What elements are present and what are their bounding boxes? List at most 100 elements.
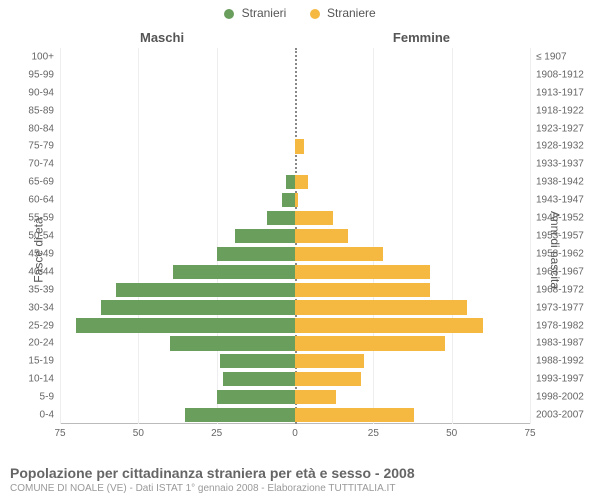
bar-female (295, 354, 364, 368)
age-row: 100+≤ 1907 (60, 48, 530, 66)
bar-male (282, 193, 295, 207)
birth-year-label: 1998-2002 (536, 392, 584, 403)
bar-female (295, 408, 414, 422)
age-row: 60-641943-1947 (60, 191, 530, 209)
age-row: 85-891918-1922 (60, 102, 530, 120)
age-label: 55-59 (28, 213, 54, 224)
bar-female (295, 283, 430, 297)
birth-year-label: 1973-1977 (536, 302, 584, 313)
x-tick-label: 25 (211, 428, 222, 439)
age-row: 70-741933-1937 (60, 155, 530, 173)
gridline (530, 48, 531, 424)
bar-female (295, 318, 483, 332)
age-row: 30-341973-1977 (60, 299, 530, 317)
age-label: 45-49 (28, 248, 54, 259)
age-label: 60-64 (28, 195, 54, 206)
legend-swatch-female (310, 9, 320, 19)
bar-female (295, 336, 445, 350)
birth-year-label: 1943-1947 (536, 195, 584, 206)
bar-male (267, 211, 295, 225)
age-row: 20-241983-1987 (60, 334, 530, 352)
x-tick-label: 75 (524, 428, 535, 439)
birth-year-label: 1993-1997 (536, 374, 584, 385)
age-row: 75-791928-1932 (60, 138, 530, 156)
birth-year-label: 1938-1942 (536, 177, 584, 188)
age-label: 15-19 (28, 356, 54, 367)
x-tick-label: 75 (54, 428, 65, 439)
age-label: 85-89 (28, 105, 54, 116)
x-tick-label: 50 (133, 428, 144, 439)
bar-female (295, 175, 308, 189)
age-label: 70-74 (28, 159, 54, 170)
bar-female (295, 193, 298, 207)
age-row: 45-491958-1962 (60, 245, 530, 263)
population-pyramid-chart: Stranieri Straniere Maschi Femmine Fasce… (0, 0, 600, 500)
age-label: 40-44 (28, 266, 54, 277)
bar-male (116, 283, 295, 297)
age-row: 35-391968-1972 (60, 281, 530, 299)
bar-male (286, 175, 295, 189)
birth-year-label: 1923-1927 (536, 123, 584, 134)
x-tick-label: 25 (368, 428, 379, 439)
bar-male (217, 247, 295, 261)
plot-area: 7550250255075100+≤ 190795-991908-191290-… (60, 48, 530, 424)
age-row: 90-941913-1917 (60, 84, 530, 102)
age-row: 65-691938-1942 (60, 173, 530, 191)
bar-male (185, 408, 295, 422)
bar-male (170, 336, 295, 350)
age-label: 65-69 (28, 177, 54, 188)
age-row: 5-91998-2002 (60, 388, 530, 406)
footer: Popolazione per cittadinanza straniera p… (10, 465, 590, 494)
bar-male (220, 354, 295, 368)
birth-year-label: 1918-1922 (536, 105, 584, 116)
birth-year-label: 1963-1967 (536, 266, 584, 277)
bar-male (173, 265, 295, 279)
age-label: 80-84 (28, 123, 54, 134)
birth-year-label: 1983-1987 (536, 338, 584, 349)
birth-year-label: 2003-2007 (536, 410, 584, 421)
column-title-male: Maschi (140, 30, 184, 45)
age-label: 35-39 (28, 284, 54, 295)
birth-year-label: 1933-1937 (536, 159, 584, 170)
birth-year-label: 1908-1912 (536, 69, 584, 80)
birth-year-label: 1988-1992 (536, 356, 584, 367)
age-label: 25-29 (28, 320, 54, 331)
age-label: 100+ (31, 51, 54, 62)
legend-label-female: Straniere (327, 6, 376, 20)
age-label: 0-4 (40, 410, 54, 421)
age-row: 95-991908-1912 (60, 66, 530, 84)
age-row: 0-42003-2007 (60, 406, 530, 424)
age-row: 55-591948-1952 (60, 209, 530, 227)
age-row: 15-191988-1992 (60, 352, 530, 370)
legend-item-female: Straniere (310, 6, 376, 20)
birth-year-label: ≤ 1907 (536, 51, 567, 62)
bar-female (295, 139, 304, 153)
chart-subtitle: COMUNE DI NOALE (VE) - Dati ISTAT 1° gen… (10, 483, 590, 494)
birth-year-label: 1958-1962 (536, 248, 584, 259)
age-label: 75-79 (28, 141, 54, 152)
age-label: 30-34 (28, 302, 54, 313)
age-label: 90-94 (28, 87, 54, 98)
age-row: 50-541953-1957 (60, 227, 530, 245)
bar-male (235, 229, 295, 243)
x-tick-label: 0 (292, 428, 298, 439)
age-row: 10-141993-1997 (60, 370, 530, 388)
bar-female (295, 247, 383, 261)
age-row: 40-441963-1967 (60, 263, 530, 281)
birth-year-label: 1928-1932 (536, 141, 584, 152)
legend: Stranieri Straniere (0, 6, 600, 20)
age-row: 80-841923-1927 (60, 120, 530, 138)
age-label: 95-99 (28, 69, 54, 80)
legend-swatch-male (224, 9, 234, 19)
age-label: 10-14 (28, 374, 54, 385)
chart-title: Popolazione per cittadinanza straniera p… (10, 465, 590, 481)
legend-label-male: Stranieri (242, 6, 287, 20)
age-row: 25-291978-1982 (60, 317, 530, 335)
bar-female (295, 372, 361, 386)
bar-male (223, 372, 295, 386)
bar-male (101, 300, 295, 314)
bar-female (295, 229, 348, 243)
bar-female (295, 265, 430, 279)
bar-male (217, 390, 295, 404)
bar-female (295, 390, 336, 404)
